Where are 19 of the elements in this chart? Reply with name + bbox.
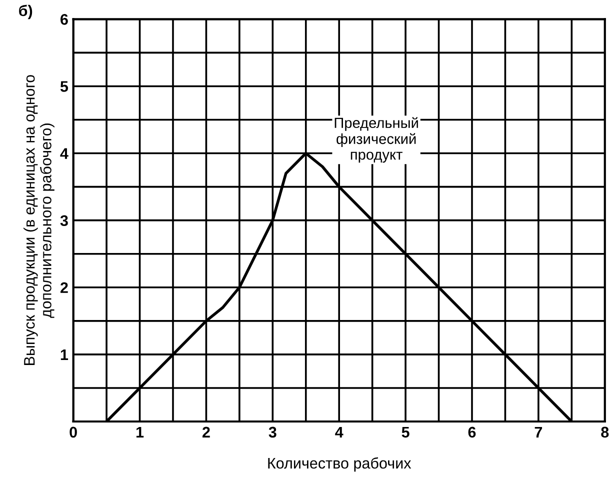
y-axis-title: Выпуск продукции (в единицах на одного дополнительного рабочего) [24, 75, 54, 365]
y-tick-label: 1 [60, 349, 68, 360]
x-tick-label: 0 [70, 426, 77, 438]
x-tick-label: 8 [601, 426, 609, 438]
y-tick-label: 4 [60, 148, 68, 159]
x-axis-title: Количество рабочих [268, 457, 412, 472]
x-tick-label: 2 [202, 426, 210, 438]
x-tick-label: 4 [335, 426, 344, 438]
x-tick-label: 7 [534, 426, 542, 438]
y-tick-label: 5 [60, 81, 68, 92]
text: б) [19, 4, 32, 20]
annotation: Предельный физический продукт [334, 117, 418, 163]
x-tick-label: 5 [402, 426, 410, 438]
y-tick-label: 3 [60, 215, 68, 226]
x-tick-label: 6 [468, 426, 476, 438]
y-tick-label: 2 [60, 282, 68, 293]
x-tick-label: 1 [136, 426, 144, 438]
x-tick-label: 3 [268, 426, 276, 438]
y-tick-label: 6 [60, 14, 68, 25]
